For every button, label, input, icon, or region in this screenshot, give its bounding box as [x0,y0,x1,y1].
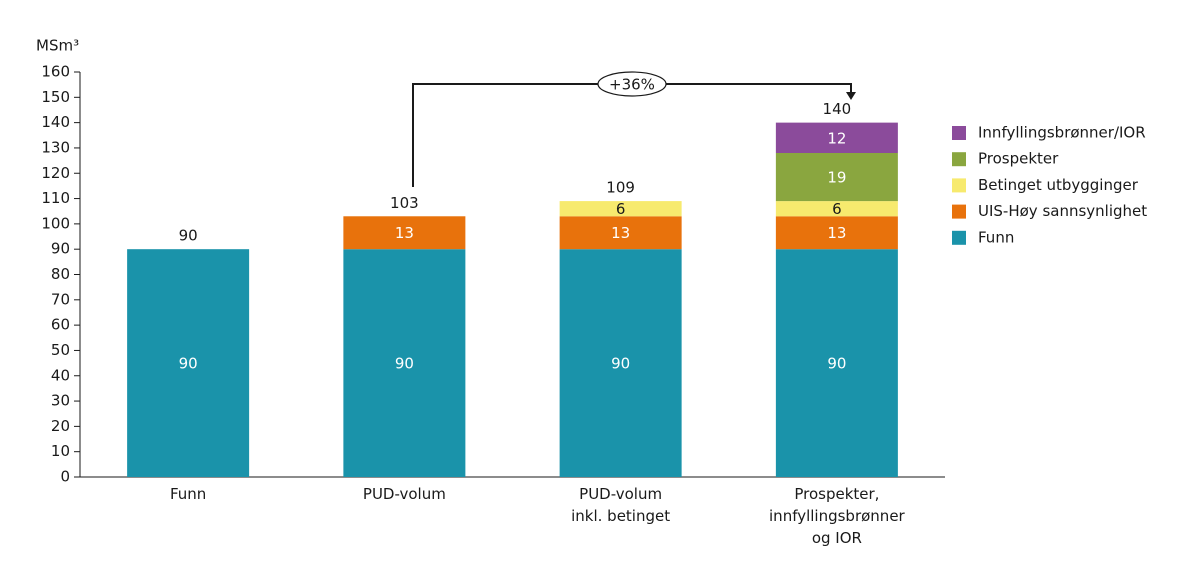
x-tick-label: Funn [170,485,206,503]
legend-swatch [952,152,966,167]
bar-segment [343,249,466,477]
y-tick-label: 30 [51,392,70,410]
y-tick-label: 120 [41,164,70,182]
y-tick-label: 40 [51,366,70,384]
legend-label: Prospekter [978,150,1059,168]
x-tick-label: PUD-volum inkl. betinget [571,485,670,525]
total-label: 103 [390,194,419,212]
x-tick-label: PUD-volum [363,485,446,503]
y-tick-label: 60 [51,316,70,334]
value-label: 90 [395,355,414,373]
value-label: 13 [395,224,414,242]
y-tick-label: 110 [41,189,70,207]
y-tick-label: 20 [51,417,70,435]
legend-label: UIS-Høy sannsynlighet [978,202,1147,220]
y-tick-label: 80 [51,265,70,283]
value-label: 90 [827,355,846,373]
y-axis-label: MSm³ [36,37,79,55]
legend-label: Betinget utbygginger [978,176,1139,194]
y-tick-label: 130 [41,138,70,156]
y-tick-label: 10 [51,442,70,460]
legend-label: Innfyllingsbrønner/IOR [978,124,1146,142]
bar-segment [775,216,898,250]
legend-swatch [952,126,966,140]
bar-segment [775,153,898,202]
bar-segment [127,249,250,477]
total-label: 90 [179,227,198,245]
x-tick-label: Prospekter, innfyllingsbrønner og IOR [769,485,906,547]
value-label: 19 [827,169,846,187]
legend-swatch [952,230,966,245]
y-tick-label: 50 [51,341,70,359]
legend-swatch [952,204,966,219]
value-label: 13 [827,224,846,242]
bar-segment [343,216,466,250]
value-label: 90 [611,355,630,373]
y-tick-label: 0 [60,468,70,486]
y-tick-label: 140 [41,113,70,131]
total-label: 140 [823,100,852,118]
y-tick-label: 70 [51,290,70,308]
bar-segment [775,249,898,477]
annotation: +36% [609,76,655,94]
bar-segment [559,249,682,477]
y-tick-label: 90 [51,240,70,258]
y-tick-label: 160 [41,63,70,81]
y-tick-label: 100 [41,214,70,232]
bar-segment [559,216,682,250]
value-label: 6 [616,200,626,218]
bar-segment [775,122,898,153]
annotation-bubble [597,71,667,97]
legend-label: Funn [978,228,1014,246]
value-label: 13 [611,224,630,242]
arrow-head [846,92,856,100]
bar-segment [775,201,898,217]
bar-segment [559,201,682,217]
total-label: 109 [606,179,635,197]
legend-swatch [952,178,966,193]
value-label: 90 [179,355,198,373]
value-label: 12 [827,129,846,147]
y-tick-label: 150 [41,88,70,106]
value-label: 6 [832,200,842,218]
